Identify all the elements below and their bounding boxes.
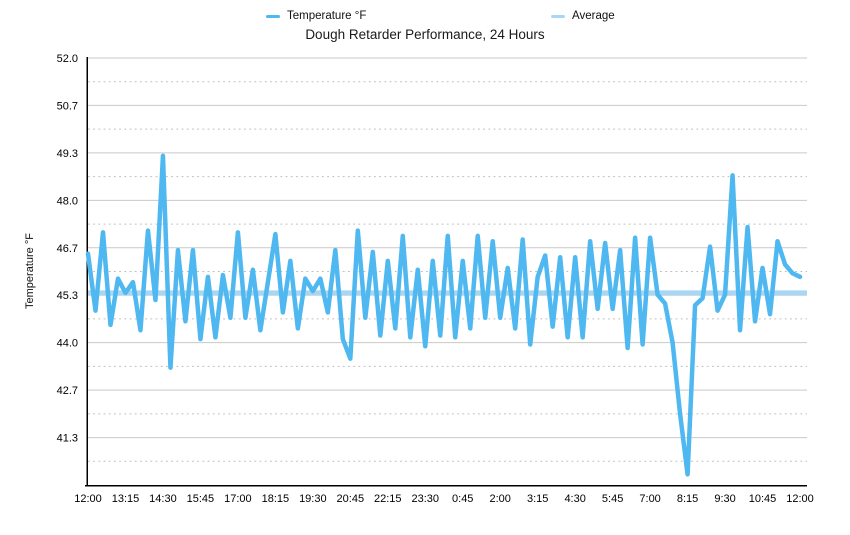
x-tick-label: 10:45 bbox=[749, 493, 777, 505]
x-tick-label: 5:45 bbox=[602, 493, 623, 505]
x-tick-label: 14:30 bbox=[149, 493, 177, 505]
legend-dash-average-icon bbox=[551, 14, 565, 18]
y-tick-label: 49.3 bbox=[57, 148, 78, 160]
x-tick-label: 0:45 bbox=[452, 493, 473, 505]
x-tick-label: 4:30 bbox=[564, 493, 585, 505]
x-tick-label: 18:15 bbox=[262, 493, 290, 505]
y-tick-label: 52.0 bbox=[57, 53, 78, 65]
y-tick-label: 48.0 bbox=[57, 195, 78, 207]
x-tick-label: 20:45 bbox=[337, 493, 365, 505]
x-tick-label: 8:15 bbox=[677, 493, 698, 505]
x-tick-label: 2:00 bbox=[489, 493, 510, 505]
temperature-line bbox=[85, 153, 803, 477]
y-tick-label: 42.7 bbox=[57, 385, 78, 397]
y-tick-label: 45.3 bbox=[57, 290, 78, 302]
legend-item-temperature: Temperature °F bbox=[266, 9, 366, 23]
x-tick-label: 12:00 bbox=[786, 493, 814, 505]
y-tick-label: 50.7 bbox=[57, 100, 78, 112]
x-tick-label: 23:30 bbox=[411, 493, 439, 505]
x-tick-label: 13:15 bbox=[112, 493, 140, 505]
legend-label-average: Average bbox=[572, 10, 615, 22]
legend-item-average: Average bbox=[551, 9, 615, 23]
x-tick-label: 7:00 bbox=[639, 493, 660, 505]
y-tick-label: 41.3 bbox=[57, 433, 78, 445]
x-tick-label: 3:15 bbox=[527, 493, 548, 505]
x-tick-label: 19:30 bbox=[299, 493, 327, 505]
x-tick-label: 12:00 bbox=[74, 493, 102, 505]
x-tick-label: 15:45 bbox=[187, 493, 215, 505]
legend-dash-temperature-icon bbox=[266, 14, 280, 18]
chart-title: Dough Retarder Performance, 24 Hours bbox=[305, 27, 545, 42]
x-tick-label: 22:15 bbox=[374, 493, 402, 505]
y-tick-label: 44.0 bbox=[57, 338, 78, 350]
x-tick-label: 17:00 bbox=[224, 493, 252, 505]
legend-label-temperature: Temperature °F bbox=[287, 10, 367, 22]
x-tick-label: 9:30 bbox=[714, 493, 735, 505]
y-tick-label: 46.7 bbox=[57, 243, 78, 255]
